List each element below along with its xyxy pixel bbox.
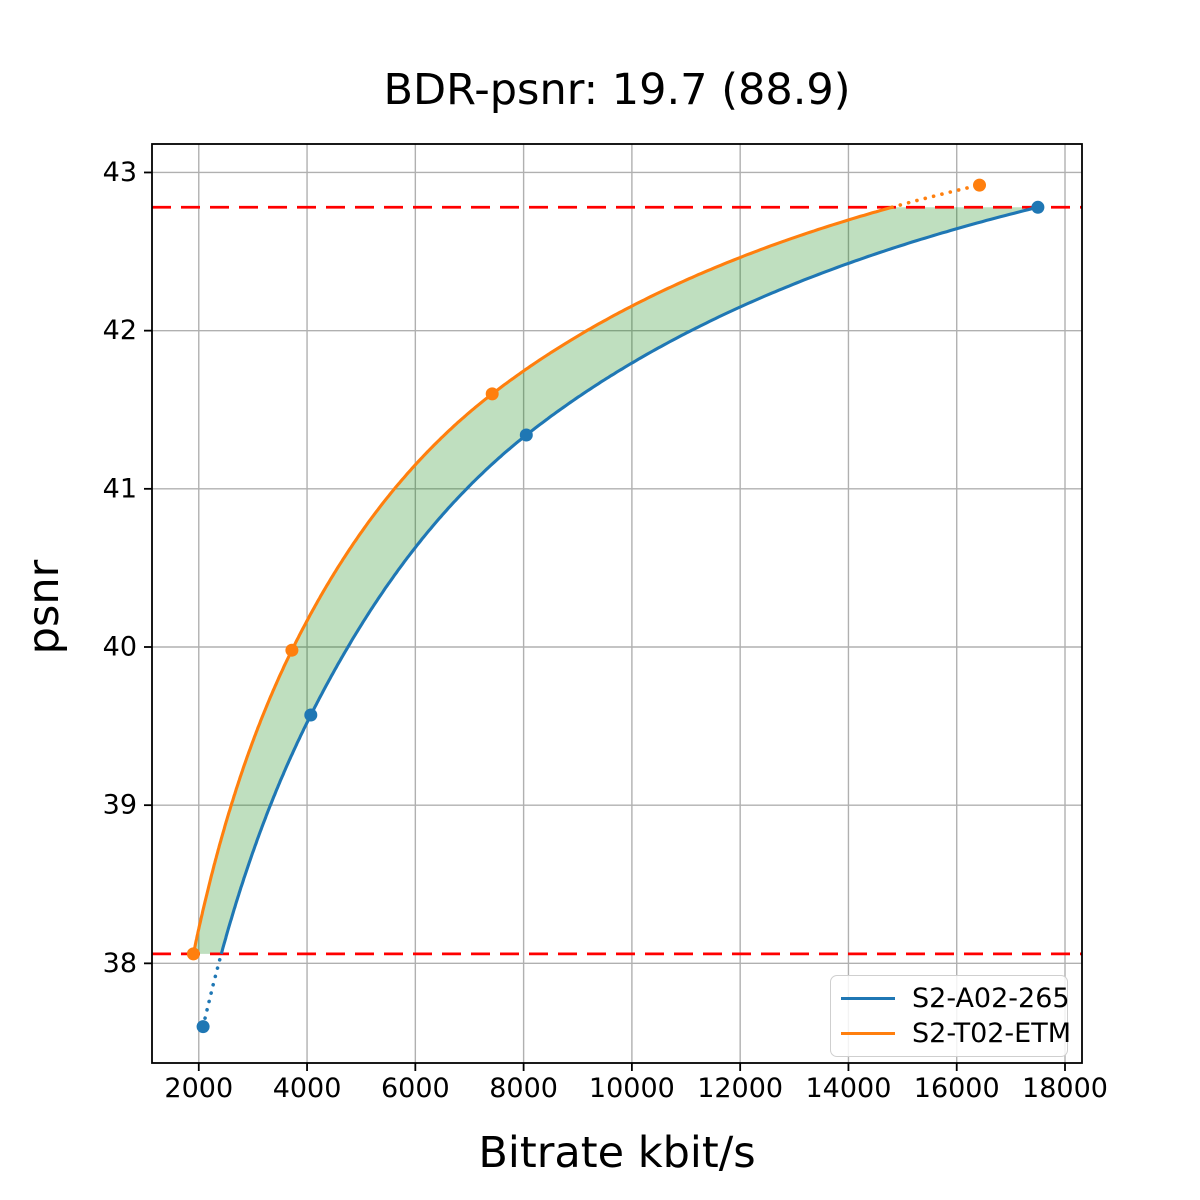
data-point-marker (186, 947, 200, 961)
legend-line-sample (841, 1031, 895, 1035)
x-tick-label: 14000 (805, 1073, 891, 1104)
legend-label: S2-T02-ETM (912, 1017, 1072, 1049)
bd-area-fill (193, 207, 1038, 954)
data-point-marker (1031, 200, 1045, 214)
y-tick-label: 42 (103, 315, 137, 346)
x-tick-label: 10000 (589, 1073, 675, 1104)
series-curve (191, 205, 893, 955)
legend-item: S2-T02-ETM (841, 1018, 1071, 1049)
x-axis-label: Bitrate kbit/s (478, 1128, 756, 1178)
data-point-marker (304, 708, 318, 722)
data-point-marker (485, 387, 499, 401)
series-curve (219, 205, 1039, 955)
x-tick-label: 4000 (273, 1073, 342, 1104)
x-tick-label: 8000 (489, 1073, 558, 1104)
series-dotted-extension (890, 183, 982, 210)
legend-item: S2-A02-265 (841, 983, 1070, 1014)
y-tick-label: 40 (103, 631, 137, 662)
y-tick-label: 39 (103, 790, 137, 821)
x-tick-label: 16000 (914, 1073, 1000, 1104)
y-tick-label: 41 (103, 473, 137, 504)
data-point-marker (973, 178, 986, 192)
legend-line-sample (841, 997, 895, 1001)
legend: S2-A02-265 S2-T02-ETM (830, 975, 1071, 1057)
series-dotted-extension (201, 952, 224, 1029)
x-tick-label: 12000 (697, 1073, 783, 1104)
axes-border (151, 143, 1083, 1064)
data-point-marker (196, 1020, 210, 1034)
y-tick-label: 43 (103, 157, 137, 188)
y-tick-label: 38 (103, 948, 137, 979)
legend-label: S2-A02-265 (912, 983, 1070, 1015)
x-tick-label: 2000 (164, 1073, 233, 1104)
chart-title: BDR-psnr: 19.7 (88.9) (383, 65, 851, 115)
x-tick-label: 18000 (1022, 1073, 1108, 1104)
x-tick-label: 6000 (381, 1073, 450, 1104)
data-point-marker (285, 643, 299, 657)
data-point-marker (519, 428, 533, 442)
